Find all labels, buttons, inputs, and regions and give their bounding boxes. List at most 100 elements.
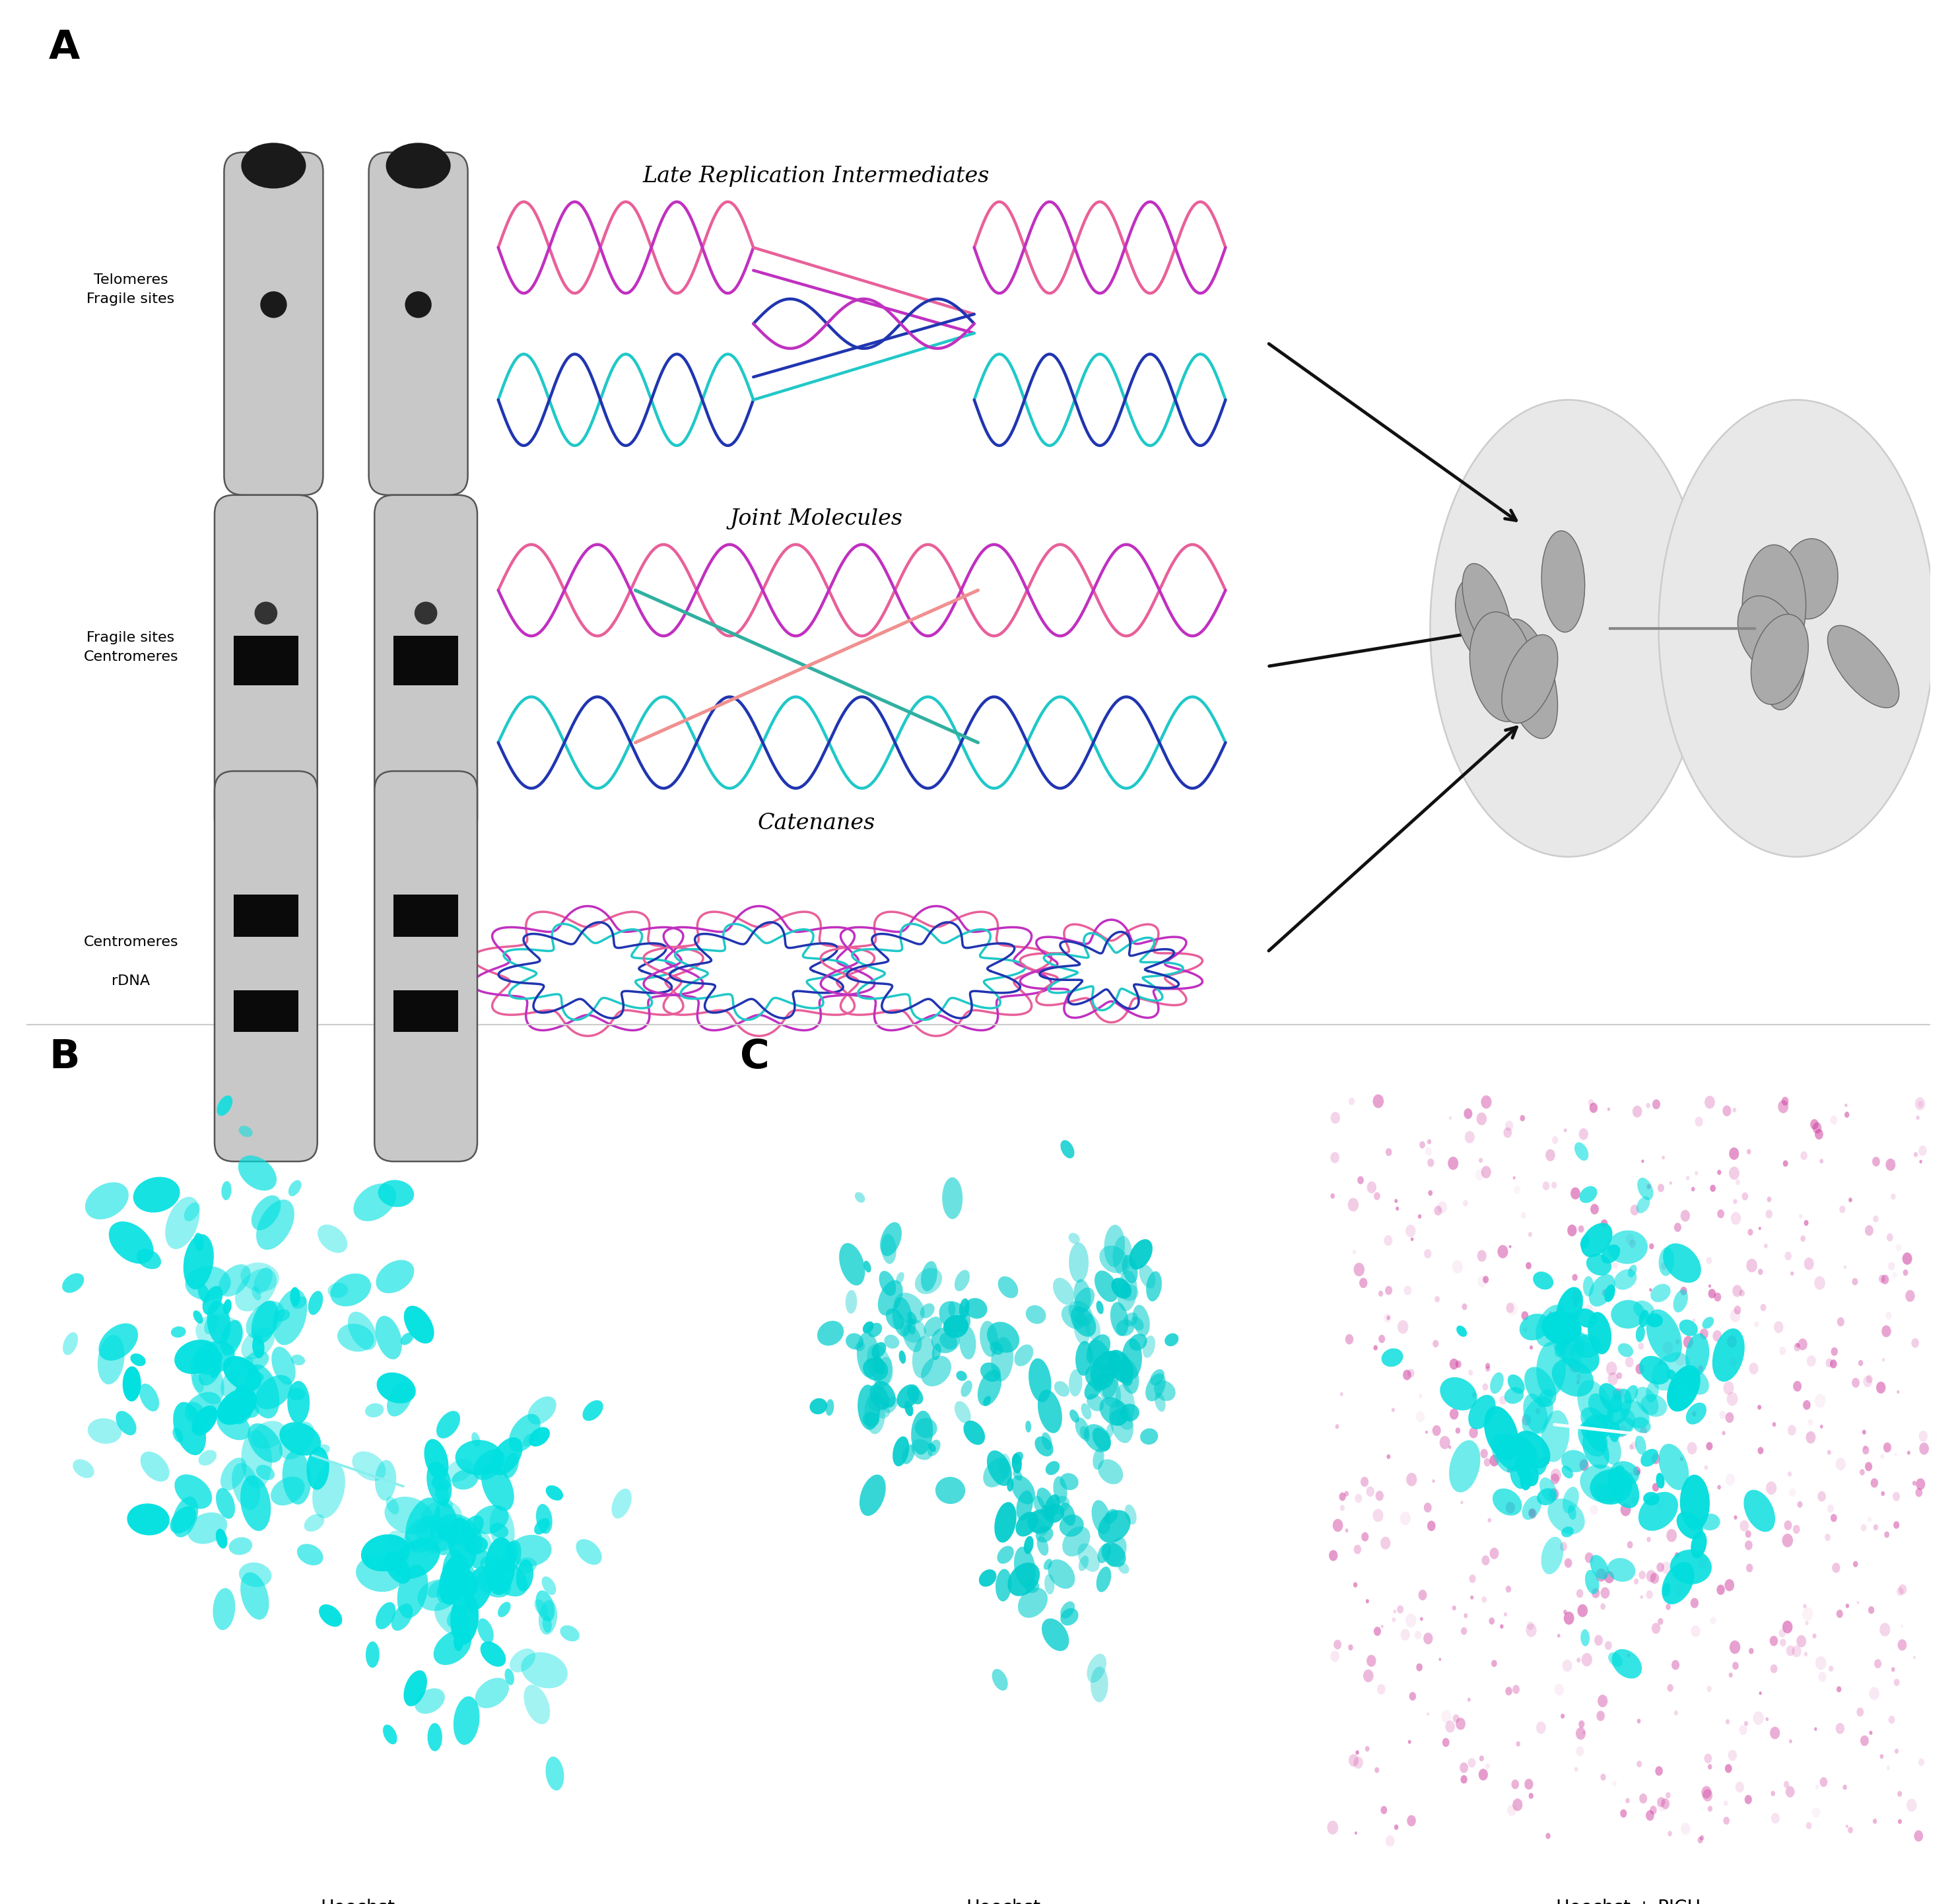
Ellipse shape: [1772, 1422, 1776, 1426]
Ellipse shape: [464, 1565, 493, 1611]
Ellipse shape: [1674, 1352, 1686, 1365]
Ellipse shape: [1555, 1683, 1565, 1696]
Ellipse shape: [434, 1601, 471, 1637]
FancyBboxPatch shape: [370, 152, 467, 495]
Ellipse shape: [1526, 1262, 1532, 1270]
Ellipse shape: [1023, 1537, 1033, 1554]
Ellipse shape: [309, 1291, 323, 1316]
Ellipse shape: [1428, 1139, 1432, 1144]
Ellipse shape: [1625, 1234, 1633, 1245]
Ellipse shape: [1657, 1797, 1665, 1807]
Ellipse shape: [1340, 1493, 1346, 1500]
Ellipse shape: [1514, 1430, 1551, 1468]
Ellipse shape: [123, 1367, 141, 1401]
Ellipse shape: [1109, 1399, 1133, 1443]
Ellipse shape: [376, 1601, 395, 1630]
Ellipse shape: [1692, 1186, 1696, 1192]
Ellipse shape: [1025, 1578, 1039, 1594]
Ellipse shape: [1463, 1108, 1473, 1120]
Ellipse shape: [900, 1350, 906, 1363]
Ellipse shape: [1432, 1340, 1440, 1348]
Ellipse shape: [217, 1095, 233, 1116]
Ellipse shape: [1400, 1628, 1410, 1641]
Ellipse shape: [1410, 1238, 1414, 1241]
Ellipse shape: [1060, 1609, 1078, 1626]
Ellipse shape: [1510, 1466, 1526, 1489]
Ellipse shape: [1387, 1316, 1391, 1319]
Ellipse shape: [1899, 1584, 1907, 1594]
Ellipse shape: [1367, 1655, 1377, 1666]
Ellipse shape: [542, 1615, 552, 1632]
Ellipse shape: [1453, 1714, 1459, 1723]
Ellipse shape: [1657, 1184, 1665, 1192]
Ellipse shape: [1837, 1687, 1841, 1693]
Ellipse shape: [489, 1523, 509, 1538]
Ellipse shape: [1467, 1757, 1475, 1767]
Ellipse shape: [1133, 1304, 1150, 1337]
Ellipse shape: [1614, 1262, 1618, 1268]
Ellipse shape: [1551, 1468, 1561, 1481]
Ellipse shape: [1463, 1613, 1467, 1618]
Ellipse shape: [1062, 1304, 1086, 1329]
Ellipse shape: [1667, 1386, 1676, 1401]
Ellipse shape: [1541, 1312, 1582, 1344]
Ellipse shape: [919, 1304, 935, 1318]
Ellipse shape: [250, 1300, 278, 1344]
Ellipse shape: [1088, 1394, 1103, 1411]
Ellipse shape: [1395, 1824, 1399, 1830]
Ellipse shape: [1647, 1323, 1651, 1327]
Ellipse shape: [72, 1458, 94, 1478]
FancyBboxPatch shape: [215, 771, 317, 1161]
Ellipse shape: [1749, 1363, 1758, 1375]
Ellipse shape: [876, 1407, 890, 1418]
Ellipse shape: [1447, 1156, 1459, 1169]
Ellipse shape: [534, 1599, 548, 1616]
Ellipse shape: [1504, 1613, 1508, 1616]
Ellipse shape: [1455, 1361, 1461, 1367]
Ellipse shape: [996, 1569, 1011, 1601]
Ellipse shape: [1801, 1607, 1813, 1620]
Ellipse shape: [559, 1626, 579, 1641]
Ellipse shape: [475, 1677, 509, 1708]
Ellipse shape: [1915, 1478, 1925, 1491]
Ellipse shape: [221, 1180, 231, 1200]
Ellipse shape: [1674, 1710, 1678, 1716]
Ellipse shape: [1017, 1491, 1033, 1521]
Ellipse shape: [1653, 1483, 1659, 1491]
Ellipse shape: [1584, 1571, 1600, 1594]
Ellipse shape: [1727, 1750, 1737, 1761]
Ellipse shape: [223, 1299, 231, 1314]
Ellipse shape: [1803, 1399, 1811, 1409]
Ellipse shape: [291, 1354, 305, 1365]
Ellipse shape: [1672, 1289, 1688, 1312]
Ellipse shape: [1888, 1262, 1895, 1270]
Ellipse shape: [1692, 1319, 1696, 1323]
Ellipse shape: [1649, 1805, 1657, 1815]
Ellipse shape: [1131, 1318, 1144, 1331]
Ellipse shape: [1530, 1794, 1534, 1799]
Ellipse shape: [1078, 1556, 1089, 1571]
Ellipse shape: [1074, 1287, 1095, 1314]
Ellipse shape: [921, 1260, 937, 1291]
Ellipse shape: [436, 1586, 446, 1603]
Ellipse shape: [1627, 1653, 1629, 1656]
Ellipse shape: [1584, 1552, 1594, 1563]
Ellipse shape: [1438, 1201, 1447, 1213]
Text: Catenanes: Catenanes: [757, 813, 874, 834]
Ellipse shape: [1627, 1264, 1637, 1278]
Ellipse shape: [1770, 1636, 1778, 1647]
Ellipse shape: [1903, 1270, 1909, 1276]
Ellipse shape: [385, 143, 450, 188]
Ellipse shape: [313, 1462, 344, 1517]
Ellipse shape: [1387, 1455, 1391, 1458]
Ellipse shape: [1459, 1763, 1469, 1773]
Ellipse shape: [1428, 1158, 1434, 1167]
Ellipse shape: [1651, 1573, 1659, 1584]
Ellipse shape: [1336, 1424, 1340, 1430]
Ellipse shape: [1485, 1458, 1490, 1466]
Ellipse shape: [1377, 1683, 1385, 1695]
Ellipse shape: [1782, 539, 1839, 619]
Ellipse shape: [1078, 1544, 1099, 1573]
Ellipse shape: [172, 1497, 198, 1537]
Ellipse shape: [489, 1506, 514, 1552]
